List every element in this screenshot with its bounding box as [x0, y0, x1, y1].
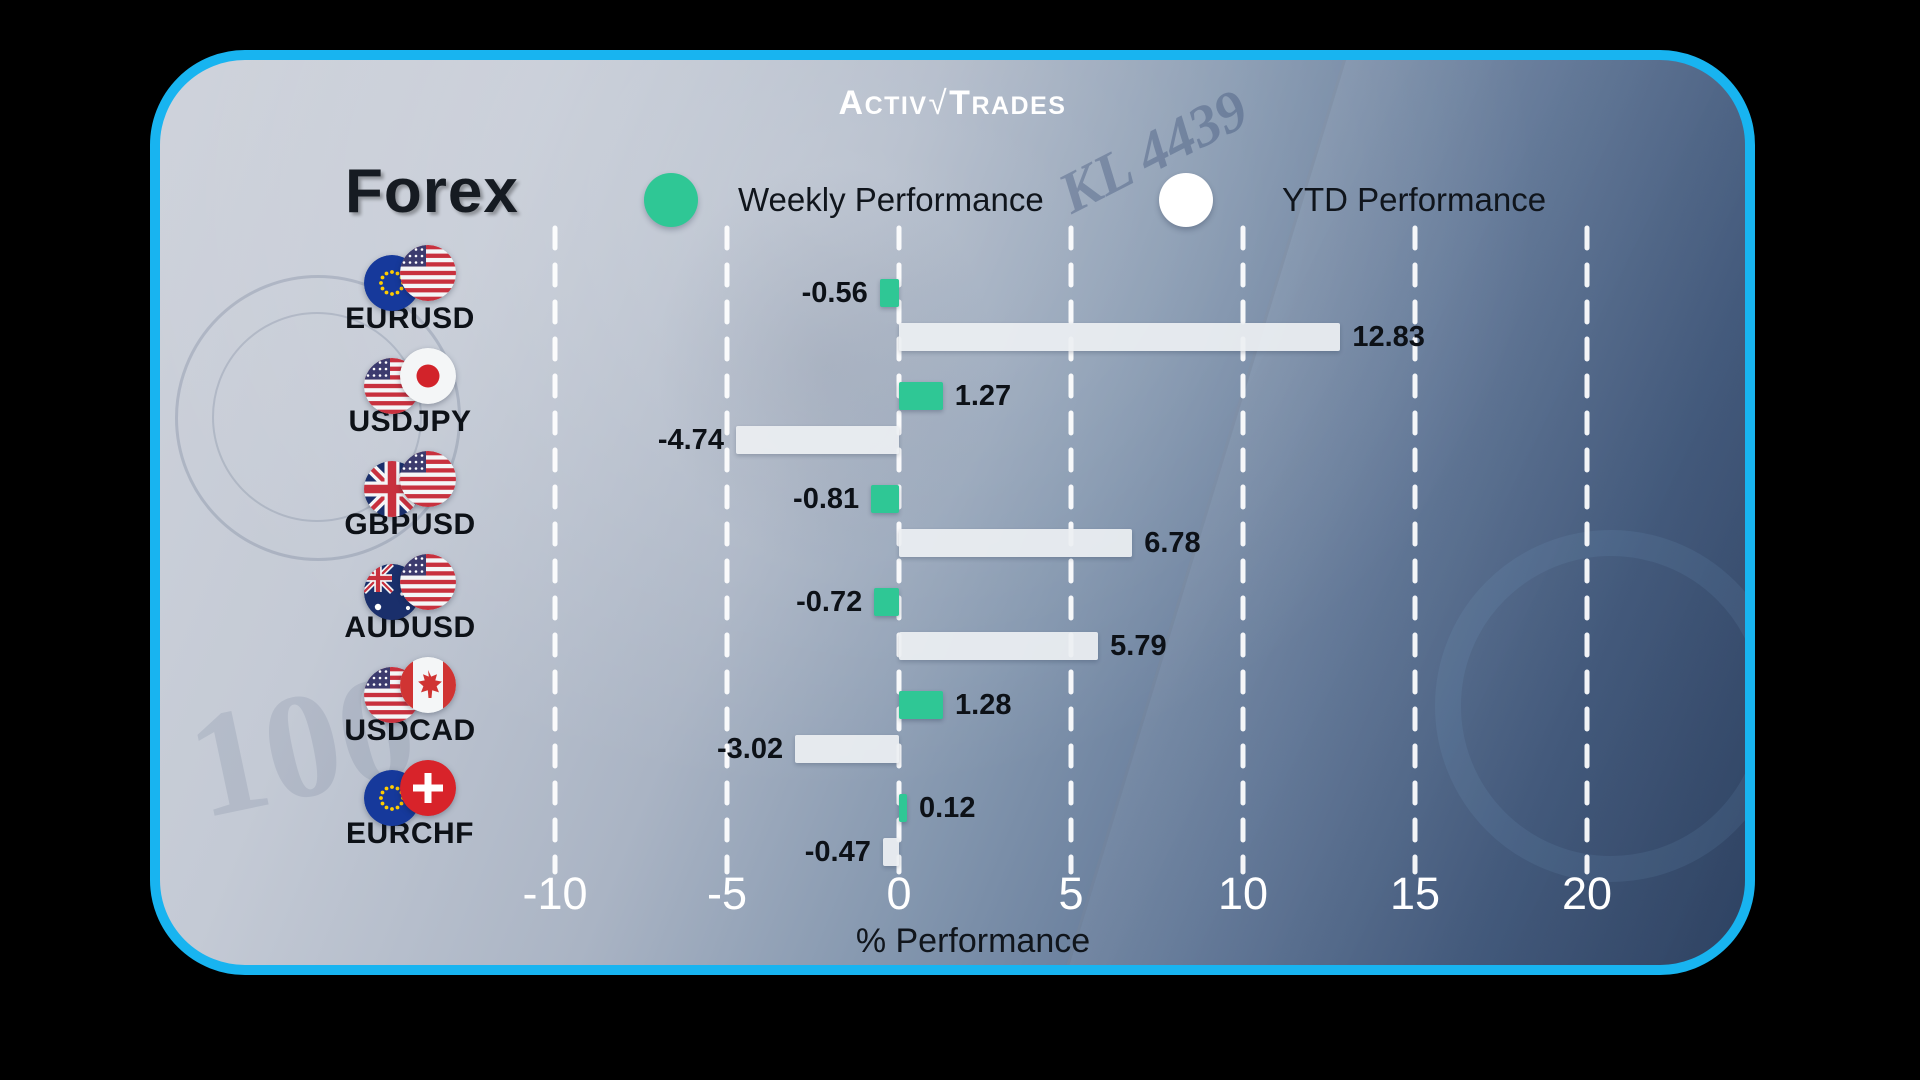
pair-label-audusd: AUDUSD — [344, 611, 476, 644]
ytd-bar-usdjpy — [735, 426, 899, 454]
pair-label-eurusd: EURUSD — [345, 302, 475, 335]
us-flag-icon — [400, 245, 456, 301]
weekly-value-gbpusd: -0.81 — [793, 483, 860, 515]
weekly-bar-eurchf — [899, 794, 907, 822]
x-axis-label: % Performance — [855, 922, 1091, 960]
eurchf-flags — [364, 760, 456, 826]
us-flag-icon — [400, 451, 456, 507]
audusd-flags — [364, 554, 456, 620]
jp-flag-icon — [400, 348, 456, 404]
axis-tick-15: 15 — [1389, 868, 1441, 919]
ytd-value-gbpusd: 6.78 — [1144, 527, 1201, 559]
ytd-value-eurchf: -0.47 — [804, 836, 871, 868]
us-flag-icon — [364, 358, 420, 414]
weekly-bar-audusd — [874, 588, 899, 616]
axis-tick--5: -5 — [706, 868, 747, 919]
pair-label-gbpusd: GBPUSD — [344, 508, 476, 541]
weekly-dot-icon — [644, 173, 698, 227]
ytd-bar-eurusd — [899, 323, 1341, 351]
ytd-value-audusd: 5.79 — [1110, 630, 1167, 662]
legend-ytd-label: YTD Performance — [1282, 181, 1547, 218]
chart-rows: EURUSD -0.56 12.83 USDJPY 1.27 -4.74 GBPUSD -0.… — [160, 60, 1745, 965]
ytd-value-eurusd: 12.83 — [1352, 321, 1425, 353]
ytd-value-usdcad: -3.02 — [717, 733, 784, 765]
weekly-bar-usdcad — [899, 691, 944, 719]
ytd-bar-usdcad — [795, 735, 899, 763]
usdjpy-flags — [364, 348, 456, 414]
axis-tick-20: 20 — [1561, 868, 1613, 919]
weekly-value-usdcad: 1.28 — [955, 689, 1012, 721]
gridlines — [552, 225, 1590, 875]
pair-label-usdcad: USDCAD — [344, 714, 476, 747]
legend-weekly-label: Weekly Performance — [738, 181, 1044, 218]
weekly-bar-usdjpy — [899, 382, 943, 410]
pair-label-eurchf: EURCHF — [346, 817, 474, 850]
x-axis: -10 -5 0 5 10 15 20 — [160, 868, 1745, 922]
axis-tick-5: 5 — [1058, 868, 1084, 919]
gbpusd-flags — [364, 451, 456, 517]
usdcad-flags — [364, 657, 456, 723]
axis-tick-0: 0 — [886, 868, 912, 919]
pair-label-usdjpy: USDJPY — [348, 405, 472, 438]
weekly-value-audusd: -0.72 — [796, 586, 863, 618]
ytd-bar-audusd — [899, 632, 1099, 660]
axis-tick-10: 10 — [1217, 868, 1269, 919]
ch-flag-icon — [400, 760, 456, 816]
activtrades-logo: ACTIV√TRADES — [838, 84, 1067, 122]
weekly-value-eurusd: -0.56 — [801, 277, 868, 309]
ytd-bar-eurchf — [882, 838, 899, 866]
weekly-value-usdjpy: 1.27 — [954, 380, 1012, 412]
ca-flag-icon — [400, 657, 456, 713]
weekly-bar-gbpusd — [871, 485, 899, 513]
eurusd-flags — [364, 245, 456, 311]
ytd-dot-icon — [1159, 173, 1213, 227]
weekly-value-eurchf: 0.12 — [919, 792, 976, 824]
weekly-bar-eurusd — [879, 279, 899, 307]
ytd-value-usdjpy: -4.74 — [657, 424, 724, 456]
page-title: Forex — [345, 157, 519, 226]
ytd-bar-gbpusd — [899, 529, 1133, 557]
chart-card: KL 4439 100 ACTIV√TRADES Forex Weekly Pe… — [150, 50, 1755, 975]
axis-tick--10: -10 — [522, 868, 588, 919]
us-flag-icon — [400, 554, 456, 610]
